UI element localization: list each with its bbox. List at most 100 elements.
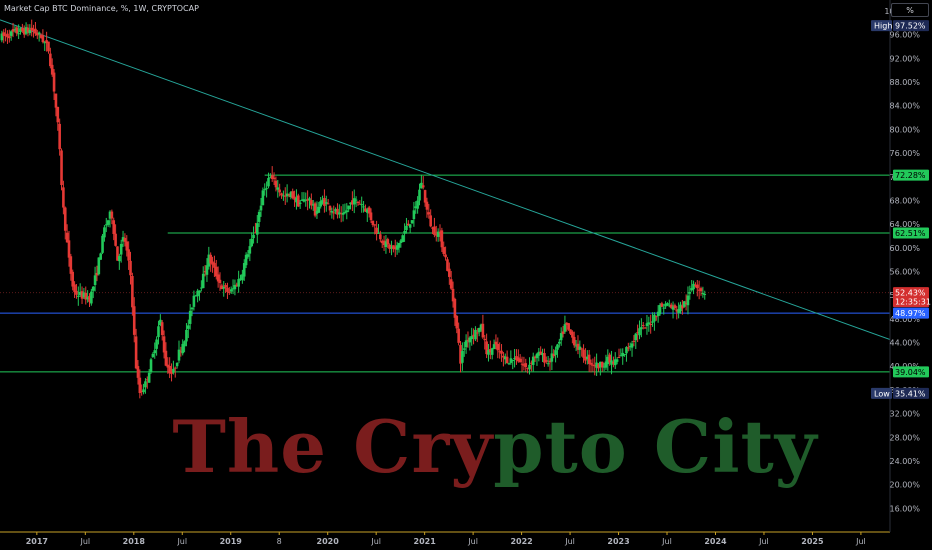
candle-body — [613, 359, 617, 366]
price-tick-label: 92.00% — [889, 54, 920, 63]
candle-body — [492, 344, 496, 350]
candle-body — [556, 344, 559, 350]
candle-body — [15, 27, 19, 34]
candle-body — [138, 377, 142, 394]
candle-body — [131, 276, 134, 308]
candle-body — [160, 322, 164, 336]
candle-body — [584, 356, 587, 361]
candle-body — [121, 237, 125, 242]
candle-body — [360, 204, 363, 206]
candle-body — [349, 202, 352, 205]
candle-body — [343, 212, 347, 214]
watermark-part-red: The Cry — [172, 404, 494, 489]
candle-body — [336, 208, 339, 215]
candle-body — [166, 364, 170, 368]
candle-body — [382, 240, 386, 245]
candle-body — [276, 187, 280, 190]
candle-body — [373, 224, 377, 226]
candle-body — [647, 322, 651, 325]
candle-body — [421, 185, 425, 188]
price-tick-label: 20.00% — [889, 481, 920, 490]
candle-body — [550, 353, 554, 362]
candle-body — [606, 356, 610, 365]
candle-body — [218, 279, 222, 284]
candle-body — [472, 334, 475, 337]
candle-body — [319, 201, 322, 207]
candle-body — [304, 199, 308, 201]
candle-body — [572, 336, 576, 346]
time-tick-label: 2018 — [123, 537, 146, 546]
tag-current-bg — [893, 287, 929, 308]
time-tick-label: Jul — [176, 537, 187, 546]
candle-body — [95, 272, 99, 276]
candle-body — [589, 362, 593, 365]
candle-body — [6, 33, 9, 38]
candle-body — [173, 367, 177, 369]
symbol-title[interactable]: Market Cap BTC Dominance, %, 1W, CRYPTOC… — [4, 4, 199, 13]
candle-body — [627, 347, 630, 349]
price-tick-label: 68.00% — [889, 196, 920, 205]
candle-body — [695, 284, 699, 289]
candle-body — [198, 290, 201, 293]
candle-body — [287, 194, 291, 196]
descending-trendline — [0, 19, 891, 341]
candle-body — [365, 209, 369, 213]
candle-body — [144, 381, 147, 388]
candle-body — [129, 260, 132, 276]
candle-body — [369, 212, 373, 221]
candle-body — [291, 191, 295, 199]
candle-body — [110, 211, 114, 219]
candle-body — [24, 27, 28, 34]
candle-body — [375, 227, 378, 234]
candle-body — [177, 349, 181, 361]
candle-body — [315, 210, 319, 214]
candle-body — [200, 287, 203, 289]
candle-body — [168, 365, 171, 374]
price-tick-label: 88.00% — [889, 78, 920, 87]
candle-body — [477, 327, 481, 333]
candle-body — [192, 295, 196, 307]
candle-body — [351, 200, 354, 205]
candle-body — [172, 368, 175, 373]
low-value-bg — [893, 387, 929, 399]
candle-body — [358, 203, 362, 205]
candle-body — [246, 254, 250, 257]
candle-body — [442, 247, 446, 254]
candle-body — [479, 324, 483, 330]
candle-body — [675, 309, 679, 312]
percent-scale-button[interactable]: % — [891, 3, 929, 17]
candle-body — [2, 32, 6, 37]
candle-body — [530, 362, 533, 364]
candle-body — [668, 305, 671, 307]
price-tick-label: 80.00% — [889, 125, 920, 134]
candle-body — [151, 353, 155, 357]
tag-62: 62.51% — [895, 229, 926, 238]
candle-body — [280, 193, 283, 196]
candle-body — [405, 225, 408, 231]
candle-body — [470, 336, 473, 340]
candle-body — [37, 32, 41, 34]
candle-body — [544, 360, 548, 362]
candle-body — [474, 329, 477, 340]
candle-body — [503, 356, 507, 360]
candle-body — [511, 359, 515, 361]
time-axis[interactable]: 2017 Jul 2018 Jul 2019 8 2020 Jul 2021 Jul 2022 Jul… — [26, 532, 866, 546]
candle-body — [679, 304, 682, 312]
candle-body — [313, 203, 317, 216]
candle-body — [4, 34, 7, 36]
candle-body — [658, 305, 662, 315]
candle-body — [298, 202, 302, 204]
candle-body — [194, 295, 198, 297]
candle-body — [157, 326, 160, 338]
candle-body — [384, 241, 388, 247]
candle-body — [267, 178, 270, 187]
candle-body — [244, 254, 248, 266]
candle-body — [578, 346, 582, 350]
candle-body — [457, 328, 460, 343]
candle-body — [630, 343, 634, 348]
candle-body — [285, 193, 289, 197]
candle-body — [407, 223, 410, 226]
high-value: 97.52% — [895, 22, 926, 31]
candle-body — [75, 290, 78, 295]
